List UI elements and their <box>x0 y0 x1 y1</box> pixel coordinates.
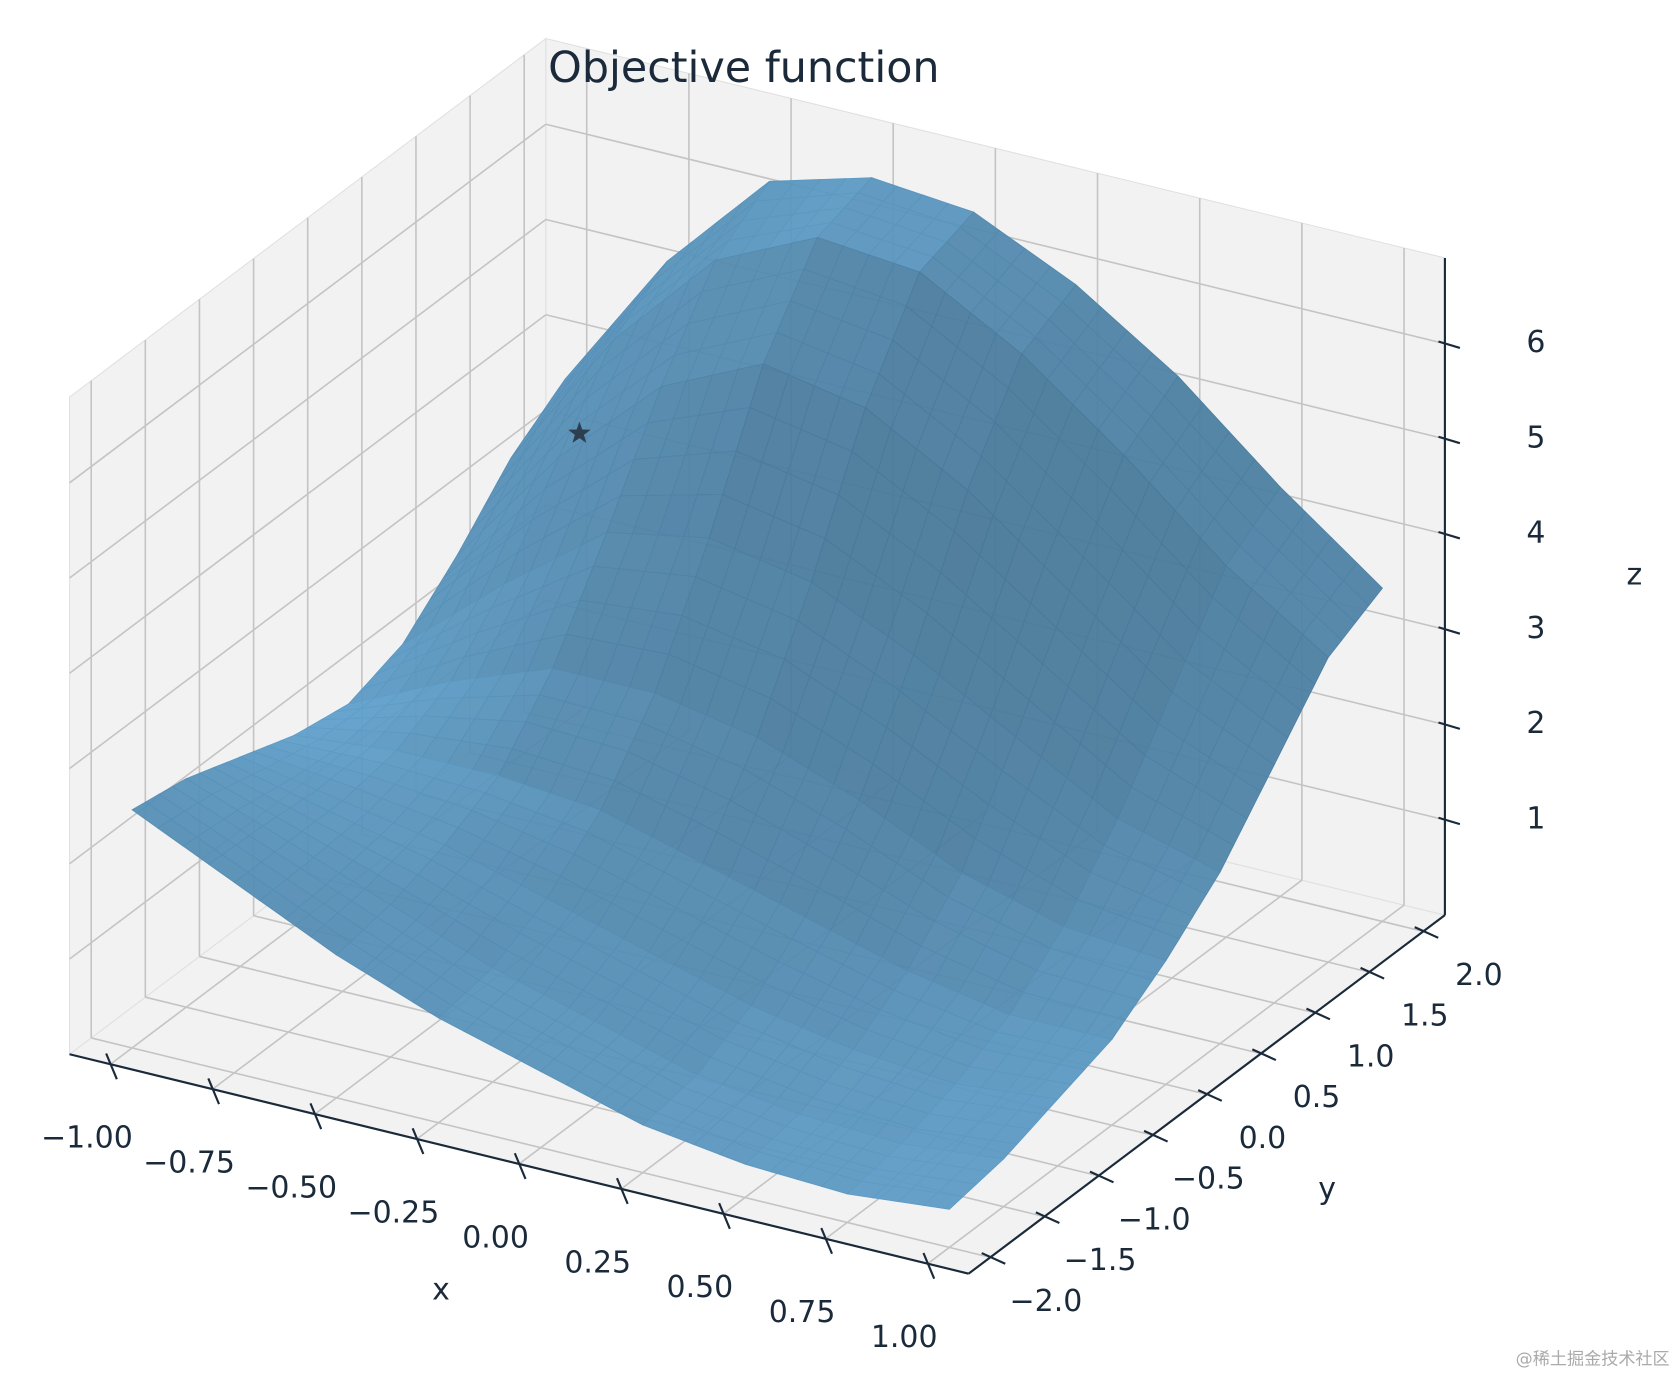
z-tick-label: 6 <box>1526 325 1545 360</box>
z-tick-label: 5 <box>1526 420 1545 455</box>
y-tick <box>1035 1211 1060 1225</box>
z-tick <box>1438 340 1461 349</box>
chart-title: Objective function <box>548 43 939 93</box>
overlay <box>568 421 591 443</box>
x-tick <box>513 1152 527 1180</box>
z-axis-label: z <box>1626 557 1642 592</box>
z-tick <box>1438 721 1461 730</box>
grid-line <box>91 1037 991 1259</box>
x-tick-label: 0.00 <box>462 1220 529 1255</box>
x-tick <box>309 1102 323 1130</box>
y-tick <box>1306 1007 1331 1021</box>
y-tick-label: 2.0 <box>1455 958 1503 993</box>
x-tick-label: 1.00 <box>871 1320 938 1355</box>
x-tick <box>615 1177 629 1205</box>
z-tick-label: 3 <box>1526 611 1545 646</box>
y-tick <box>1197 1089 1223 1102</box>
y-tick-label: 1.0 <box>1347 1039 1395 1074</box>
x-tick-label: 0.75 <box>769 1295 836 1330</box>
x-tick-label: 0.25 <box>564 1245 631 1280</box>
y-tick-label: −1.5 <box>1064 1243 1137 1278</box>
best-point-marker <box>568 421 591 443</box>
grid-line <box>69 123 547 484</box>
y-tick-label: −0.5 <box>1172 1162 1245 1197</box>
x-tick <box>411 1127 425 1155</box>
grid-line <box>69 409 547 770</box>
watermark: @稀土掘金技术社区 <box>1516 1349 1670 1369</box>
y-tick-label: −2.0 <box>1010 1284 1083 1319</box>
z-tick <box>1438 626 1461 635</box>
z-tick <box>1438 816 1461 826</box>
y-tick-label: −1.0 <box>1118 1202 1191 1237</box>
y-tick <box>981 1252 1006 1265</box>
x-tick-label: −0.25 <box>347 1195 439 1230</box>
z-tick-label: 4 <box>1526 516 1545 551</box>
x-tick-label: −0.75 <box>143 1146 235 1181</box>
y-tick <box>1251 1048 1277 1062</box>
y-tick <box>1143 1129 1169 1143</box>
grid-line <box>69 218 547 579</box>
z-tick <box>1438 530 1461 540</box>
plot: −1.00−0.75−0.50−0.250.000.250.500.751.00… <box>41 37 1670 1369</box>
x-tick <box>718 1202 731 1230</box>
y-axis-label: y <box>1318 1172 1336 1207</box>
x-tick <box>207 1078 221 1105</box>
x-tick-label: 0.50 <box>667 1270 734 1305</box>
z-tick-label: 2 <box>1526 706 1545 741</box>
x-tick <box>922 1252 936 1280</box>
y-tick <box>1360 966 1385 980</box>
y-tick-label: 0.0 <box>1239 1121 1287 1156</box>
axes: −1.00−0.75−0.50−0.250.000.250.500.751.00… <box>41 257 1545 1355</box>
surface-patch <box>922 1192 964 1210</box>
x-tick-label: −0.50 <box>245 1171 337 1206</box>
y-tick <box>1089 1170 1114 1184</box>
x-tick <box>820 1227 834 1255</box>
grid-line <box>69 314 547 674</box>
x-axis-label: x <box>432 1272 450 1307</box>
y-tick-label: 0.5 <box>1293 1080 1341 1115</box>
x-tick <box>105 1053 118 1080</box>
z-tick-label: 1 <box>1526 801 1545 836</box>
y-tick-label: 1.5 <box>1401 999 1449 1034</box>
y-tick <box>1414 926 1439 939</box>
x-tick-label: −1.00 <box>41 1121 133 1156</box>
z-tick <box>1438 435 1461 445</box>
surface <box>131 177 1383 1210</box>
